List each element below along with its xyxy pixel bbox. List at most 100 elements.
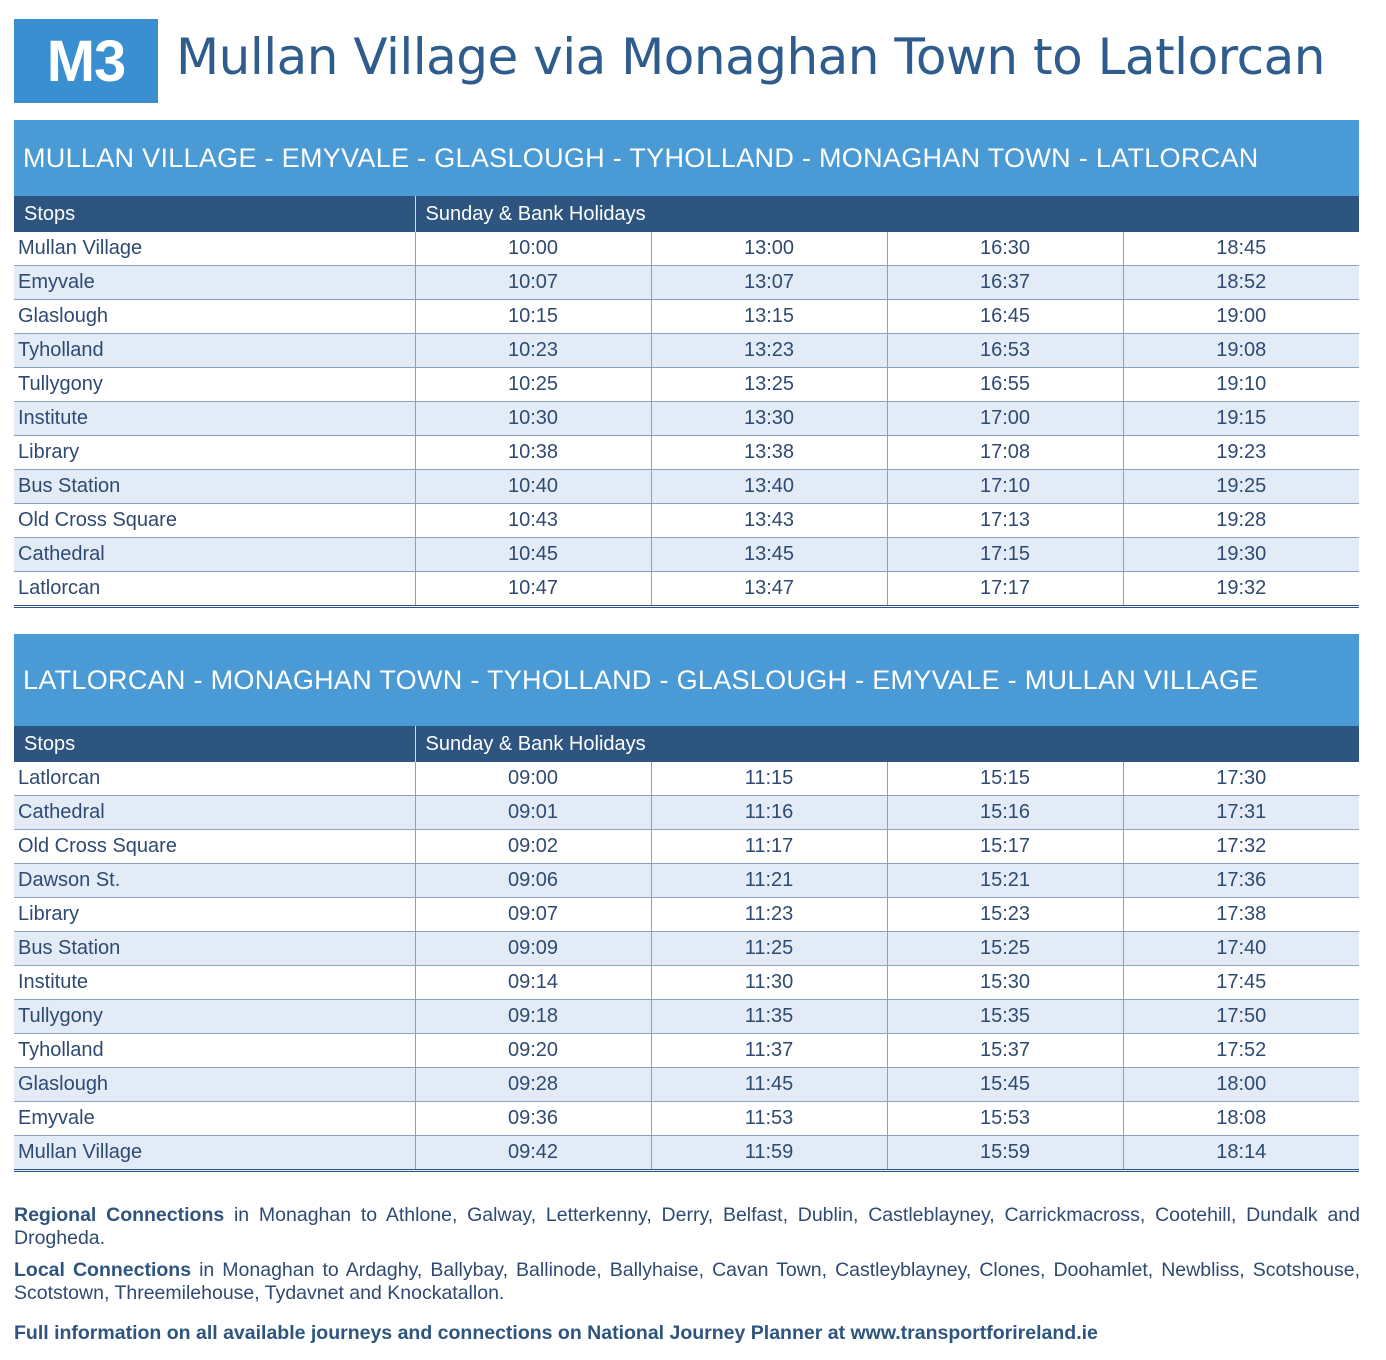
departure-time: 09:14 (414, 965, 651, 1000)
departure-time: 15:21 (886, 863, 1123, 898)
departure-time: 13:07 (650, 265, 887, 300)
departure-time: 17:38 (1122, 897, 1360, 932)
table-row: Tullygony 10:25 13:25 16:55 19:10 (14, 367, 1360, 402)
local-label: Local Connections (14, 1259, 192, 1281)
departure-time: 15:25 (886, 931, 1123, 966)
departure-time: 11:16 (650, 795, 887, 830)
departure-time: 19:10 (1122, 367, 1360, 402)
departure-time: 17:52 (1122, 1033, 1360, 1068)
departure-time: 19:32 (1122, 571, 1360, 608)
stops-header: Stops (14, 726, 416, 762)
stop-name: Institute (14, 401, 415, 436)
departure-time: 19:00 (1122, 299, 1360, 334)
stop-name: Old Cross Square (14, 829, 415, 864)
departure-time: 11:15 (650, 762, 887, 796)
stops-header: Stops (14, 196, 416, 232)
departure-time: 11:37 (650, 1033, 887, 1068)
departure-time: 11:53 (650, 1101, 887, 1136)
outbound-timetable: Stops Sunday & Bank Holidays Mullan Vill… (14, 196, 1360, 608)
departure-time: 19:30 (1122, 537, 1360, 572)
stop-name: Glaslough (14, 299, 415, 334)
departure-time: 15:35 (886, 999, 1123, 1034)
departure-time: 13:30 (650, 401, 887, 436)
departure-time: 11:25 (650, 931, 887, 966)
departure-time: 10:47 (414, 571, 651, 608)
table-row: Old Cross Square 09:02 11:17 15:17 17:32 (14, 829, 1360, 864)
table-row: Institute 09:14 11:30 15:30 17:45 (14, 965, 1360, 1000)
departure-time: 10:45 (414, 537, 651, 572)
departure-time: 17:17 (886, 571, 1123, 608)
stop-name: Emyvale (14, 1101, 415, 1136)
stop-name: Emyvale (14, 265, 415, 300)
stop-name: Cathedral (14, 795, 415, 830)
table-row: Emyvale 09:36 11:53 15:53 18:08 (14, 1101, 1360, 1136)
inbound-rows: Latlorcan 09:00 11:15 15:15 17:30 Cathedral 09… (14, 762, 1360, 1172)
departure-time: 19:08 (1122, 333, 1360, 368)
departure-time: 09:00 (414, 762, 651, 796)
table-row: Mullan Village 10:00 13:00 16:30 18:45 (14, 232, 1360, 266)
departure-time: 18:14 (1122, 1135, 1360, 1172)
stop-name: Mullan Village (14, 1135, 415, 1172)
page-title: Mullan Village via Monaghan Town to Latl… (176, 28, 1325, 86)
route-badge: M3 (14, 19, 158, 103)
departure-time: 10:23 (414, 333, 651, 368)
departure-time: 17:10 (886, 469, 1123, 504)
departure-time: 09:09 (414, 931, 651, 966)
departure-time: 16:37 (886, 265, 1123, 300)
regional-label: Regional Connections (14, 1204, 225, 1226)
departure-time: 18:45 (1122, 232, 1360, 266)
table-row: Tullygony 09:18 11:35 15:35 17:50 (14, 999, 1360, 1034)
departure-time: 16:55 (886, 367, 1123, 402)
departure-time: 15:37 (886, 1033, 1123, 1068)
departure-time: 09:07 (414, 897, 651, 932)
departure-time: 15:23 (886, 897, 1123, 932)
departure-time: 17:08 (886, 435, 1123, 470)
departure-time: 13:25 (650, 367, 887, 402)
stop-name: Dawson St. (14, 863, 415, 898)
departure-time: 13:23 (650, 333, 887, 368)
departure-time: 09:28 (414, 1067, 651, 1102)
local-connections: Local Connections in Monaghan to Ardaghy… (14, 1259, 1360, 1305)
departure-time: 13:43 (650, 503, 887, 538)
departure-time: 15:17 (886, 829, 1123, 864)
inbound-route-banner: LATLORCAN - MONAGHAN TOWN - TYHOLLAND - … (14, 634, 1359, 726)
departure-time: 15:15 (886, 762, 1123, 796)
table-row: Glaslough 09:28 11:45 15:45 18:00 (14, 1067, 1360, 1102)
departure-time: 16:45 (886, 299, 1123, 334)
departure-time: 13:45 (650, 537, 887, 572)
departure-time: 11:30 (650, 965, 887, 1000)
departure-time: 10:43 (414, 503, 651, 538)
table-row: Tyholland 10:23 13:23 16:53 19:08 (14, 333, 1360, 368)
table-row: Bus Station 09:09 11:25 15:25 17:40 (14, 931, 1360, 966)
departure-time: 11:21 (650, 863, 887, 898)
inbound-section: LATLORCAN - MONAGHAN TOWN - TYHOLLAND - … (14, 634, 1360, 1172)
departure-time: 09:42 (414, 1135, 651, 1172)
departure-time: 10:38 (414, 435, 651, 470)
full-info-note: Full information on all available journe… (14, 1322, 1098, 1344)
departure-time: 10:25 (414, 367, 651, 402)
departure-time: 15:53 (886, 1101, 1123, 1136)
outbound-header-row: Stops Sunday & Bank Holidays (14, 196, 1360, 232)
departure-time: 16:53 (886, 333, 1123, 368)
stop-name: Tullygony (14, 367, 415, 402)
departure-time: 17:50 (1122, 999, 1360, 1034)
departure-time: 18:08 (1122, 1101, 1360, 1136)
stop-name: Bus Station (14, 469, 415, 504)
stop-name: Tullygony (14, 999, 415, 1034)
days-header: Sunday & Bank Holidays (415, 726, 1360, 762)
regional-text: in Monaghan to Athlone, Galway, Letterke… (14, 1204, 1360, 1249)
departure-time: 10:07 (414, 265, 651, 300)
departure-time: 17:32 (1122, 829, 1360, 864)
inbound-timetable: Stops Sunday & Bank Holidays Latlorcan 09… (14, 726, 1360, 1172)
departure-time: 11:45 (650, 1067, 887, 1102)
departure-time: 19:28 (1122, 503, 1360, 538)
departure-time: 13:38 (650, 435, 887, 470)
departure-time: 15:45 (886, 1067, 1123, 1102)
departure-time: 15:30 (886, 965, 1123, 1000)
departure-time: 11:17 (650, 829, 887, 864)
departure-time: 17:13 (886, 503, 1123, 538)
departure-time: 09:02 (414, 829, 651, 864)
departure-time: 19:15 (1122, 401, 1360, 436)
departure-time: 18:00 (1122, 1067, 1360, 1102)
departure-time: 17:00 (886, 401, 1123, 436)
